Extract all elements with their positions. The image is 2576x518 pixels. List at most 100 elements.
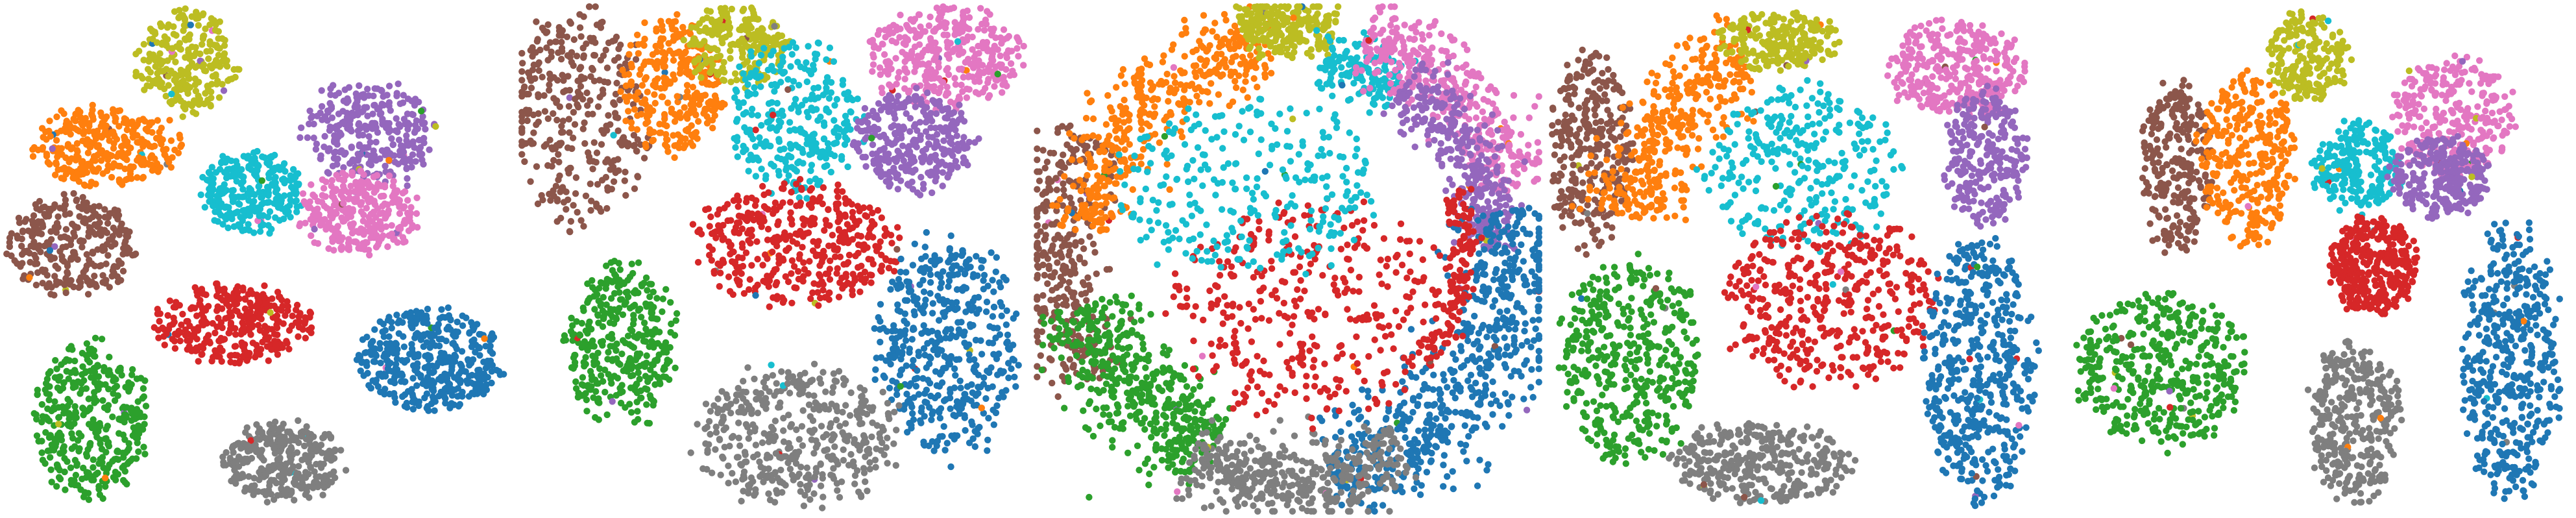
scatter-point [923,62,930,69]
scatter-point [86,442,93,449]
scatter-point [231,301,238,308]
scatter-point [942,92,949,99]
scatter-point [159,136,166,143]
scatter-point [164,312,171,319]
scatter-point [783,164,790,171]
scatter-point [321,484,328,491]
scatter-point [113,136,121,143]
scatter-point [153,160,161,167]
scatter-point [332,446,339,454]
scatter-point [213,44,221,51]
scatter-point [280,216,287,223]
scatter-point [48,478,55,486]
scatter-point [314,205,321,212]
scatter-point [225,77,232,84]
scatter-point [975,73,982,80]
cluster-blue [353,304,507,414]
scatter-point [291,497,298,504]
scatter-point [132,51,140,58]
scatter-point [539,73,546,80]
scatter-point [530,61,537,69]
scatter-point [476,352,483,359]
scatter-point [757,140,764,147]
scatter-point [266,421,273,428]
scatter-point [143,82,151,90]
scatter-point [354,103,361,110]
scatter-point [99,454,106,461]
scatter-point [876,64,884,71]
scatter-point [437,349,444,356]
scatter-point [155,334,162,341]
scatter-point [406,214,413,221]
scatter-point [659,27,666,34]
scatter-point [721,69,728,76]
scatter-point [62,226,70,233]
cluster-gray [219,417,350,506]
scatter-point [351,198,358,205]
scatter-point [166,297,174,304]
scatter-point [348,144,356,151]
scatter-point [123,126,131,134]
scatter-point [286,428,293,436]
scatter-point [104,402,112,409]
scatter-point [786,43,793,51]
scatter-point [83,452,91,460]
scatter-point [370,173,378,180]
scatter-point [971,78,978,85]
scatter-point [240,173,247,180]
scatter-point [415,309,422,317]
scatter-point [958,21,965,29]
scatter-point [610,178,618,185]
scatter-point [77,114,84,121]
scatter-point [43,375,51,383]
scatter-point [396,151,404,159]
scatter-point [529,111,537,119]
scatter-point [773,127,781,134]
scatter-point [364,112,371,119]
scatter-point [1002,66,1010,73]
scatter-point [250,315,257,323]
scatter-point [310,134,317,142]
scatter-point [30,144,38,151]
scatter-point [96,228,103,236]
scatter-point [384,243,391,251]
scatter-point [180,27,187,34]
scatter-point [325,219,333,227]
scatter-point [345,204,352,212]
scatter-point [374,241,382,249]
scatter-point [377,220,384,227]
scatter-point [91,389,98,396]
scatter-point [280,439,287,447]
scatter-point [300,198,308,205]
scatter-point [346,195,354,202]
scatter-point [808,162,816,169]
scatter-point [883,58,890,66]
scatter-point [743,58,751,66]
scatter-point [528,77,535,84]
scatter-point [401,402,409,410]
scatter-point [709,106,716,114]
scatter-point [237,445,245,452]
scatter-point [757,51,765,59]
scatter-point [481,375,488,383]
scatter-point [409,221,416,229]
scatter-point [261,323,269,330]
scatter-point [409,140,417,147]
scatter-point [341,86,348,93]
scatter-point [265,174,273,182]
scatter-point [11,257,18,264]
scatter-point [426,344,433,351]
scatter-point [834,132,842,140]
scatter-point [73,462,80,469]
scatter-point [736,63,743,71]
scatter-point [844,121,851,129]
scatter-point [435,321,442,328]
scatter-point [302,469,310,476]
scatter-point [543,29,551,36]
scatter-point [89,101,96,109]
scatter-point [663,122,670,130]
scatter-point [38,449,45,456]
scatter-point [91,273,98,280]
scatter-point [154,310,162,317]
scatter-point [357,151,365,158]
